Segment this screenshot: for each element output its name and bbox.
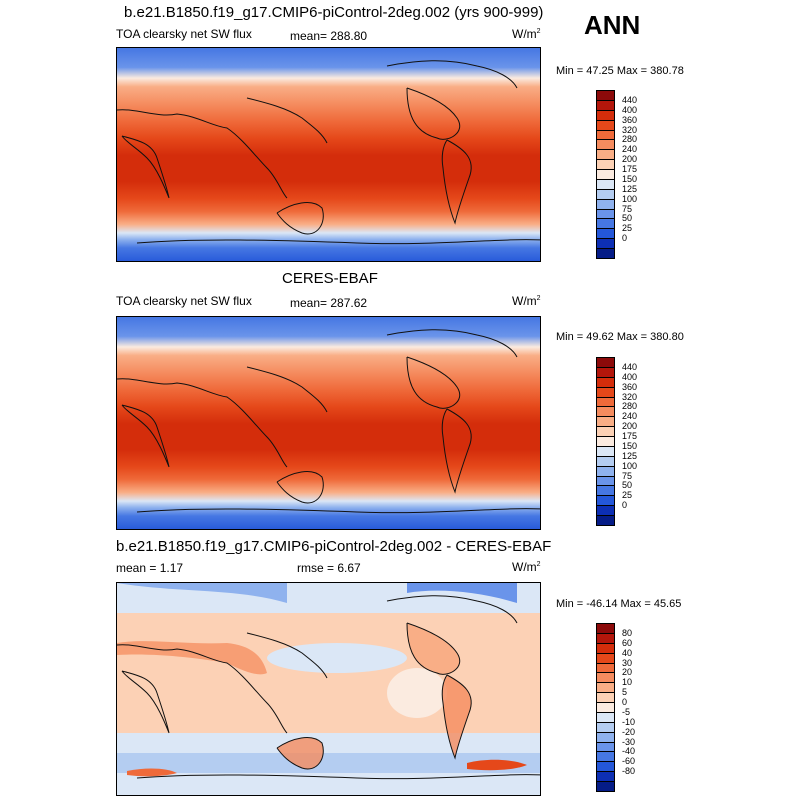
panel2-unit-label: W/m2 bbox=[512, 294, 541, 308]
colorbar-tick-label: 150 bbox=[622, 173, 638, 184]
colorbar-tick-label: -5 bbox=[622, 706, 631, 717]
colorbar-tick-label: 80 bbox=[622, 627, 633, 638]
colorbar-tick-label: 5 bbox=[622, 687, 628, 698]
colorbar-tick-label: -80 bbox=[622, 766, 636, 777]
colorbar-tick-label: 100 bbox=[622, 460, 638, 471]
colorbar-tick-label: 125 bbox=[622, 450, 638, 461]
colorbar-tick-label: 40 bbox=[622, 647, 633, 658]
colorbar-tick-label: 400 bbox=[622, 371, 638, 382]
panel3-map-field bbox=[117, 583, 540, 795]
colorbar-tick-label: 200 bbox=[622, 421, 638, 432]
panel3-colorbar: 80 60 40 30 20 10 5 0 -5 -10 -20 -30 -40 -60 -80 bbox=[596, 623, 656, 793]
panel2-variable-label: TOA clearsky net SW flux bbox=[116, 294, 252, 308]
panel1-minmax: Min = 47.25 Max = 380.78 bbox=[556, 65, 684, 77]
colorbar-tick-label: 30 bbox=[622, 657, 633, 668]
colorbar-tick-label: 50 bbox=[622, 480, 633, 491]
panel3-title: b.e21.B1850.f19_g17.CMIP6-piControl-2deg… bbox=[116, 538, 552, 555]
panel3-unit-label: W/m2 bbox=[512, 560, 541, 574]
colorbar-swatch bbox=[596, 248, 615, 259]
panel1-variable-label: TOA clearsky net SW flux bbox=[116, 27, 252, 41]
panel3-minmax: Min = -46.14 Max = 45.65 bbox=[556, 598, 682, 610]
colorbar-tick-label: 20 bbox=[622, 667, 633, 678]
colorbar-tick-label: 0 bbox=[622, 697, 628, 708]
colorbar-swatch bbox=[596, 515, 615, 526]
panel3-rmse-label: rmse = 6.67 bbox=[297, 561, 361, 575]
panel1-unit-label: W/m2 bbox=[512, 27, 541, 41]
panel3-map bbox=[116, 582, 541, 796]
panel2-mean-label: mean= 287.62 bbox=[290, 296, 368, 310]
colorbar-tick-label: 200 bbox=[622, 154, 638, 165]
colorbar-tick-label: 175 bbox=[622, 431, 638, 442]
colorbar-tick-label: 280 bbox=[622, 134, 638, 145]
colorbar-tick-label: 360 bbox=[622, 381, 638, 392]
colorbar-tick-label: 175 bbox=[622, 164, 638, 175]
colorbar-tick-label: 0 bbox=[622, 233, 628, 244]
panel2-colorbar: 440 400 360 320 280 240 200 175 150 125 100 75 50 25 0 bbox=[596, 357, 656, 527]
colorbar-tick-label: 100 bbox=[622, 193, 638, 204]
panel1-title: b.e21.B1850.f19_g17.CMIP6-piControl-2deg… bbox=[124, 4, 544, 21]
colorbar-tick-label: -20 bbox=[622, 726, 636, 737]
colorbar-tick-label: 320 bbox=[622, 391, 638, 402]
panel2-map bbox=[116, 316, 541, 530]
panel1-map bbox=[116, 47, 541, 262]
colorbar-tick-label: 125 bbox=[622, 183, 638, 194]
colorbar-tick-label: 10 bbox=[622, 677, 633, 688]
colorbar-tick-label: 0 bbox=[622, 500, 628, 511]
colorbar-tick-label: 150 bbox=[622, 440, 638, 451]
colorbar-tick-label: 280 bbox=[622, 401, 638, 412]
colorbar-tick-label: 240 bbox=[622, 144, 638, 155]
colorbar-tick-label: 25 bbox=[622, 490, 633, 501]
colorbar-tick-label: 320 bbox=[622, 124, 638, 135]
colorbar-tick-label: 440 bbox=[622, 94, 638, 105]
colorbar-tick-label: -60 bbox=[622, 756, 636, 767]
colorbar-tick-label: 75 bbox=[622, 470, 633, 481]
panel3-mean-label: mean = 1.17 bbox=[116, 561, 184, 575]
panel1-map-field bbox=[117, 48, 540, 261]
colorbar-tick-label: 240 bbox=[622, 411, 638, 422]
panel1-colorbar: 440 400 360 320 280 240 200 175 150 125 100 75 50 25 0 bbox=[596, 90, 656, 260]
colorbar-tick-label: 440 bbox=[622, 361, 638, 372]
colorbar-tick-label: 60 bbox=[622, 637, 633, 648]
panel2-title: CERES-EBAF bbox=[282, 270, 378, 287]
colorbar-tick-label: 400 bbox=[622, 104, 638, 115]
colorbar-tick-label: -30 bbox=[622, 736, 636, 747]
colorbar-tick-label: 25 bbox=[622, 223, 633, 234]
colorbar-tick-label: 50 bbox=[622, 213, 633, 224]
panel1-mean-label: mean= 288.80 bbox=[290, 29, 368, 43]
panel2-minmax: Min = 49.62 Max = 380.80 bbox=[556, 331, 684, 343]
colorbar-tick-label: -10 bbox=[622, 716, 636, 727]
panel2-map-field bbox=[117, 317, 540, 529]
colorbar-tick-label: 360 bbox=[622, 114, 638, 125]
colorbar-tick-label: -40 bbox=[622, 746, 636, 757]
colorbar-swatch bbox=[596, 781, 615, 792]
season-label: ANN bbox=[584, 10, 641, 40]
colorbar-tick-label: 75 bbox=[622, 203, 633, 214]
